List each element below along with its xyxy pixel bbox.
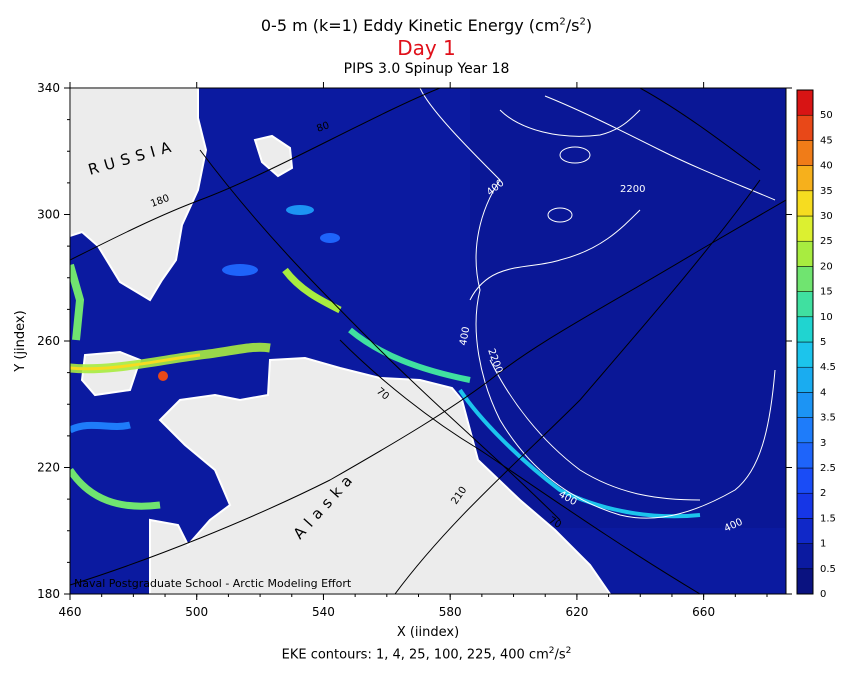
colorbar-label: 4.5 xyxy=(820,362,836,373)
colorbar-label: 1.5 xyxy=(820,513,836,524)
colorbar-label: 10 xyxy=(820,312,833,323)
colorbar-swatch xyxy=(796,140,814,166)
x-tick-label: 460 xyxy=(59,605,82,619)
colorbar-swatch xyxy=(796,568,814,595)
colorbar-swatch xyxy=(796,341,814,368)
run-subtitle: PIPS 3.0 Spinup Year 18 xyxy=(343,61,510,77)
colorbar-swatch xyxy=(796,215,814,242)
colorbar-swatch xyxy=(796,417,814,444)
colorbar-label: 25 xyxy=(820,236,833,247)
colorbar-label: 5 xyxy=(820,337,826,348)
colorbar-label: 20 xyxy=(820,261,833,272)
colorbar-label: 15 xyxy=(820,287,833,298)
y-tick-label: 220 xyxy=(37,461,60,475)
plot-title: 0-5 m (k=1) Eddy Kinetic Energy (cm2/s2) xyxy=(260,16,593,35)
island-land xyxy=(253,134,294,178)
colorbar-label: 50 xyxy=(820,110,833,121)
colorbar-swatch xyxy=(796,165,814,192)
colorbar-swatch xyxy=(796,114,814,141)
x-tick-label: 660 xyxy=(692,605,715,619)
west-land xyxy=(80,350,142,397)
colorbar-swatch xyxy=(796,316,814,343)
depth-contours xyxy=(419,88,776,519)
depth-400-label-b: 400 xyxy=(458,326,472,347)
colorbar-swatch xyxy=(796,291,814,318)
colorbar-swatch xyxy=(796,467,814,494)
colorbar-swatch xyxy=(796,266,814,292)
colorbar-label: 40 xyxy=(820,161,833,172)
colorbar-label: 30 xyxy=(820,211,833,222)
russia-land xyxy=(70,88,208,302)
colorbar-frame xyxy=(796,89,814,595)
alaska-land xyxy=(149,356,612,594)
x-axis-label: X (iindex) xyxy=(397,625,459,640)
colorbar-label: 1 xyxy=(820,539,826,550)
footer-contour-note: EKE contours: 1, 4, 25, 100, 225, 400 cm… xyxy=(281,646,572,663)
colorbar-swatch xyxy=(796,518,814,544)
day-title: Day 1 xyxy=(397,36,456,60)
y-axis-label: Y (jindex) xyxy=(13,310,28,372)
credit-text: Naval Postgraduate School - Arctic Model… xyxy=(74,577,352,590)
x-tick-label: 620 xyxy=(565,605,588,619)
colorbar-label: 45 xyxy=(820,135,833,146)
colorbar-swatch xyxy=(796,392,814,418)
colorbar-swatch xyxy=(796,240,814,267)
graticule xyxy=(70,88,786,594)
y-tick-label: 260 xyxy=(37,334,60,348)
deep-basin-shade xyxy=(470,88,786,528)
colorbar-label: 0.5 xyxy=(820,564,836,575)
x-tick-label: 500 xyxy=(185,605,208,619)
colorbar-label: 3 xyxy=(820,438,826,449)
colorbar: 0 0.5 1 1.5 2 2.5 3 3.5 4 4.5 5 10 15 20 25 30 35 40 45 50 xyxy=(796,89,836,600)
colorbar-swatch xyxy=(796,543,814,570)
depth-2200-label-a: 2200 xyxy=(620,184,645,195)
colorbar-label: 4 xyxy=(820,387,826,398)
colorbar-label: 2 xyxy=(820,488,826,499)
colorbar-label: 2.5 xyxy=(820,463,836,474)
x-tick-label: 540 xyxy=(312,605,335,619)
y-axis: 180 220 260 300 340 xyxy=(37,81,792,601)
y-tick-label: 340 xyxy=(37,81,60,95)
colorbar-swatch xyxy=(796,89,814,116)
lat-80-label: 80 xyxy=(315,120,331,135)
colorbar-swatch xyxy=(796,366,814,393)
map-area: RUSSIA Alaska 180 210 70 80 70 400 400 4… xyxy=(70,88,786,594)
colorbar-swatch xyxy=(796,442,814,469)
colorbar-swatch xyxy=(796,492,814,519)
y-tick-label: 180 xyxy=(37,587,60,601)
x-tick-label: 580 xyxy=(439,605,462,619)
colorbar-label: 35 xyxy=(820,186,833,197)
y-tick-label: 300 xyxy=(37,208,60,222)
colorbar-label: 0 xyxy=(820,589,826,600)
colorbar-swatch xyxy=(796,190,814,217)
x-axis: 460 500 540 580 620 660 xyxy=(59,82,768,619)
eke-highlights xyxy=(70,205,701,519)
colorbar-label: 3.5 xyxy=(820,413,836,424)
